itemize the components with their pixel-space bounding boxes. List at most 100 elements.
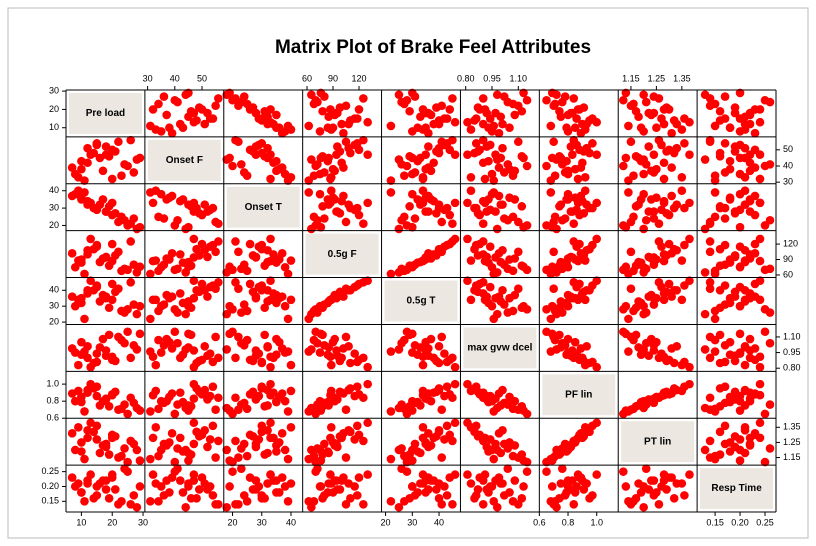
point — [92, 139, 102, 148]
point — [705, 135, 715, 145]
point — [307, 90, 316, 100]
point — [231, 237, 240, 246]
point — [546, 121, 556, 131]
point — [304, 347, 314, 356]
point — [77, 397, 86, 407]
point — [242, 99, 252, 109]
point — [480, 295, 490, 305]
point — [588, 114, 597, 123]
diagonal-cell — [147, 139, 221, 181]
point — [80, 176, 89, 185]
point — [162, 110, 171, 120]
point — [519, 301, 528, 311]
x-tick-label: 30 — [143, 73, 153, 83]
point — [463, 418, 472, 428]
point — [203, 442, 212, 452]
point — [654, 278, 664, 287]
point — [344, 385, 353, 395]
point — [77, 195, 86, 204]
point — [508, 99, 518, 109]
point — [92, 491, 102, 500]
point — [639, 169, 648, 179]
point — [315, 348, 325, 357]
point — [677, 295, 687, 305]
point — [485, 140, 495, 150]
point — [214, 219, 223, 229]
point — [162, 254, 171, 263]
point — [654, 219, 664, 229]
point — [117, 451, 126, 461]
point — [659, 256, 669, 266]
point — [750, 191, 760, 201]
point — [363, 379, 372, 389]
point — [251, 108, 261, 118]
point — [522, 467, 532, 476]
point — [424, 142, 433, 151]
point — [257, 421, 267, 431]
point — [231, 94, 240, 103]
point — [582, 426, 591, 435]
point — [760, 409, 770, 419]
point — [705, 278, 715, 287]
point — [394, 502, 404, 512]
point — [242, 306, 252, 316]
point — [498, 119, 507, 129]
point — [720, 214, 730, 223]
point — [263, 479, 272, 488]
point — [175, 476, 185, 485]
point — [129, 168, 139, 177]
point — [672, 285, 682, 295]
point — [735, 262, 745, 272]
point — [705, 247, 715, 257]
point — [111, 485, 120, 494]
point — [83, 143, 92, 153]
point — [508, 171, 518, 180]
point — [588, 357, 597, 367]
point — [498, 285, 507, 295]
point — [494, 191, 504, 201]
point — [74, 422, 83, 432]
y-tick-label: 40 — [783, 160, 793, 170]
point — [117, 171, 126, 180]
point — [111, 147, 120, 156]
point — [181, 309, 190, 319]
point — [562, 258, 571, 267]
point — [95, 448, 105, 458]
point — [408, 329, 417, 339]
point — [225, 406, 234, 415]
x-tick-label: 0.20 — [731, 517, 749, 527]
point — [251, 439, 261, 449]
point — [644, 142, 654, 151]
point — [277, 389, 287, 398]
point — [485, 282, 495, 292]
point — [621, 262, 631, 272]
point — [126, 219, 136, 229]
point — [386, 497, 396, 506]
point — [484, 488, 493, 497]
diagonal-cell — [621, 421, 695, 463]
point — [437, 217, 447, 227]
point — [280, 301, 290, 311]
x-tick-label: 120 — [352, 73, 367, 83]
point — [629, 404, 638, 414]
point — [680, 203, 689, 213]
point — [735, 222, 745, 232]
point — [363, 150, 372, 159]
point — [636, 397, 646, 407]
point — [307, 155, 316, 164]
point — [92, 435, 102, 444]
point — [492, 90, 502, 100]
point — [225, 262, 234, 272]
point — [231, 353, 240, 363]
point — [272, 441, 281, 450]
point — [277, 128, 287, 138]
point — [352, 114, 362, 123]
point — [654, 135, 664, 145]
point — [550, 99, 560, 109]
point — [200, 426, 210, 435]
x-tick-label: 60 — [302, 73, 312, 83]
point — [513, 247, 523, 257]
point — [735, 114, 745, 123]
point — [659, 158, 669, 168]
x-tick-label: 30 — [257, 517, 267, 527]
